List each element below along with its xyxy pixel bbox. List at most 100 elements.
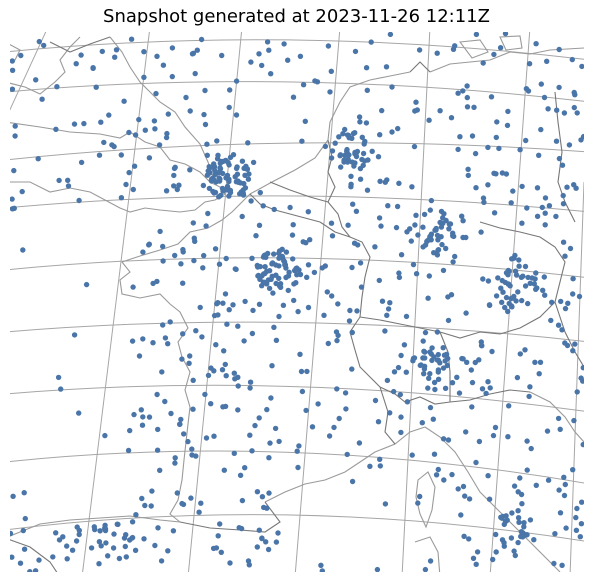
station-markers bbox=[10, 32, 584, 572]
station-marker bbox=[416, 47, 423, 53]
station-marker bbox=[171, 183, 177, 189]
station-marker bbox=[563, 525, 569, 531]
station-marker bbox=[169, 45, 176, 51]
station-marker bbox=[506, 300, 512, 307]
station-marker bbox=[180, 501, 187, 508]
station-marker bbox=[193, 453, 199, 459]
coastline-path bbox=[429, 47, 584, 73]
station-marker bbox=[574, 110, 580, 116]
station-marker bbox=[433, 472, 440, 478]
station-marker bbox=[211, 312, 218, 319]
parallel-line bbox=[10, 81, 584, 102]
station-marker bbox=[551, 560, 557, 567]
map-frame bbox=[10, 32, 584, 572]
station-marker bbox=[515, 289, 521, 295]
station-marker bbox=[211, 433, 217, 439]
station-marker bbox=[268, 71, 274, 77]
station-marker bbox=[203, 435, 210, 441]
station-marker bbox=[324, 289, 330, 295]
station-marker bbox=[333, 329, 340, 335]
station-marker bbox=[426, 273, 432, 279]
station-marker bbox=[321, 312, 327, 318]
station-marker bbox=[96, 539, 103, 545]
station-marker bbox=[562, 481, 568, 488]
station-marker bbox=[409, 184, 415, 190]
station-marker bbox=[325, 340, 331, 347]
station-marker bbox=[356, 114, 363, 120]
station-marker bbox=[269, 363, 275, 369]
station-marker bbox=[160, 62, 167, 68]
station-marker bbox=[138, 407, 144, 413]
station-marker bbox=[276, 250, 282, 256]
station-marker bbox=[434, 357, 441, 363]
station-marker bbox=[164, 130, 170, 137]
station-marker bbox=[491, 210, 498, 216]
station-marker bbox=[32, 568, 39, 572]
station-marker bbox=[434, 329, 441, 335]
station-marker bbox=[256, 51, 262, 57]
station-marker bbox=[285, 57, 291, 63]
station-marker bbox=[409, 452, 415, 458]
station-marker bbox=[433, 227, 439, 233]
station-marker bbox=[157, 228, 163, 235]
station-marker bbox=[206, 185, 213, 192]
station-marker bbox=[555, 415, 562, 422]
station-marker bbox=[337, 152, 344, 158]
station-marker bbox=[150, 340, 156, 346]
station-marker bbox=[198, 500, 204, 506]
station-marker bbox=[503, 270, 510, 276]
station-marker bbox=[312, 78, 318, 84]
station-marker bbox=[21, 490, 27, 496]
station-marker bbox=[159, 369, 165, 375]
station-marker bbox=[245, 176, 252, 182]
station-marker bbox=[20, 247, 26, 253]
station-marker bbox=[187, 167, 193, 173]
station-marker bbox=[452, 43, 458, 49]
station-marker bbox=[201, 252, 207, 259]
station-marker bbox=[517, 147, 523, 153]
station-marker bbox=[352, 130, 358, 136]
station-marker bbox=[234, 171, 241, 177]
station-marker bbox=[295, 464, 301, 471]
station-marker bbox=[342, 126, 348, 133]
station-marker bbox=[434, 232, 441, 239]
station-marker bbox=[519, 501, 525, 507]
station-marker bbox=[516, 257, 522, 263]
station-marker bbox=[472, 150, 479, 157]
coastline-path bbox=[499, 35, 523, 51]
station-marker bbox=[118, 195, 125, 201]
station-marker bbox=[435, 466, 441, 473]
station-marker bbox=[139, 422, 146, 428]
station-marker bbox=[200, 265, 206, 271]
station-marker bbox=[178, 261, 184, 267]
station-marker bbox=[222, 291, 229, 297]
map-canvas[interactable] bbox=[10, 32, 584, 572]
station-marker bbox=[542, 195, 549, 201]
station-marker bbox=[329, 293, 335, 299]
coastline-path bbox=[121, 193, 251, 263]
station-marker bbox=[266, 455, 272, 461]
border-path bbox=[554, 301, 584, 368]
station-marker bbox=[233, 78, 240, 84]
station-marker bbox=[205, 168, 211, 174]
station-marker bbox=[420, 338, 426, 344]
station-marker bbox=[275, 530, 281, 536]
station-marker bbox=[307, 237, 313, 243]
station-marker bbox=[311, 269, 318, 276]
station-marker bbox=[297, 53, 304, 59]
station-marker bbox=[11, 205, 17, 211]
station-marker bbox=[118, 152, 125, 158]
station-marker bbox=[344, 451, 350, 458]
station-marker bbox=[417, 362, 423, 369]
station-marker bbox=[368, 39, 374, 45]
station-marker bbox=[171, 172, 177, 179]
station-marker bbox=[364, 187, 371, 193]
border-path bbox=[409, 61, 431, 73]
station-marker bbox=[260, 203, 266, 209]
station-marker bbox=[385, 203, 391, 209]
station-marker bbox=[266, 47, 272, 53]
coastline-path bbox=[414, 536, 441, 572]
station-marker bbox=[215, 533, 221, 539]
station-marker bbox=[162, 335, 169, 341]
station-marker bbox=[239, 213, 245, 220]
